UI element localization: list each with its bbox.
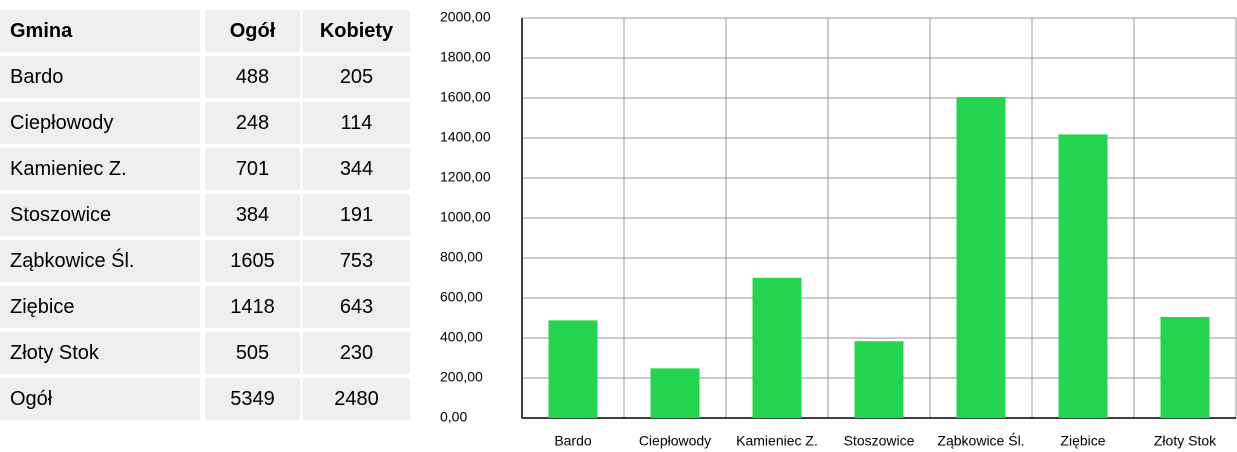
table-cell: Kamieniec Z. — [0, 148, 200, 190]
y-tick-label: 800,00 — [440, 249, 483, 265]
table-cell: Ząbkowice Śl. — [0, 240, 200, 282]
y-tick-label: 1000,00 — [440, 209, 491, 225]
x-tick-label: Ziębice — [1060, 433, 1105, 449]
y-tick-label: 1600,00 — [440, 89, 491, 105]
x-tick-label: Złoty Stok — [1154, 433, 1217, 449]
table-cell: 230 — [303, 332, 410, 374]
header-cell: Kobiety — [303, 10, 410, 52]
table-cell: 643 — [303, 286, 410, 328]
y-tick-label: 1400,00 — [440, 129, 491, 145]
table-cell: 384 — [205, 194, 300, 236]
table-cell: 205 — [303, 56, 410, 98]
x-tick-label: Ząbkowice Śl. — [937, 432, 1024, 449]
table-cell: 1418 — [205, 286, 300, 328]
table-cell: 344 — [303, 148, 410, 190]
y-tick-label: 2000,00 — [440, 9, 491, 25]
table-cell: Złoty Stok — [0, 332, 200, 374]
bar — [752, 277, 802, 418]
table-cell: 753 — [303, 240, 410, 282]
bar — [548, 320, 598, 418]
table-cell: 191 — [303, 194, 410, 236]
table-cell: 1605 — [205, 240, 300, 282]
bar — [956, 97, 1006, 418]
table-cell: 2480 — [303, 378, 410, 420]
bar — [1160, 317, 1210, 418]
bar — [854, 341, 904, 418]
y-tick-label: 600,00 — [440, 289, 483, 305]
table-cell: Stoszowice — [0, 194, 200, 236]
y-tick-label: 1200,00 — [440, 169, 491, 185]
table-cell: 5349 — [205, 378, 300, 420]
header-cell: Gmina — [0, 10, 200, 52]
y-tick-label: 0,00 — [440, 409, 467, 425]
x-tick-label: Stoszowice — [844, 433, 915, 449]
table-cell: 248 — [205, 102, 300, 144]
table-cell: 114 — [303, 102, 410, 144]
table-cell: Bardo — [0, 56, 200, 98]
table-cell: Ogół — [0, 378, 200, 420]
y-tick-label: 400,00 — [440, 329, 483, 345]
y-tick-label: 1800,00 — [440, 49, 491, 65]
table-cell: Ciepłowody — [0, 102, 200, 144]
header-cell: Ogół — [205, 10, 300, 52]
table-cell: 488 — [205, 56, 300, 98]
x-tick-label: Kamieniec Z. — [736, 433, 818, 449]
x-tick-label: Ciepłowody — [639, 433, 711, 449]
x-tick-label: Bardo — [554, 433, 592, 449]
y-tick-label: 200,00 — [440, 369, 483, 385]
bar — [1058, 134, 1108, 418]
table-cell: Ziębice — [0, 286, 200, 328]
bar — [650, 368, 700, 418]
table-cell: 701 — [205, 148, 300, 190]
table-cell: 505 — [205, 332, 300, 374]
